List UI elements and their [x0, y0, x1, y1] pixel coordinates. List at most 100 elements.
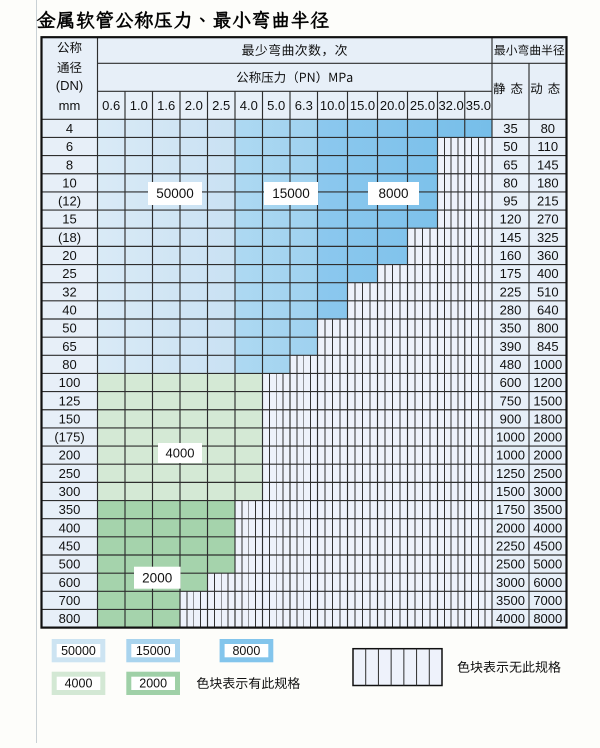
svg-text:175: 175	[500, 266, 522, 281]
svg-text:800: 800	[537, 321, 559, 336]
svg-text:2500: 2500	[496, 557, 525, 572]
svg-text:10.0: 10.0	[320, 98, 345, 113]
svg-text:6000: 6000	[533, 575, 562, 590]
svg-text:100: 100	[59, 375, 81, 390]
svg-text:8000: 8000	[232, 644, 260, 658]
svg-text:700: 700	[59, 593, 81, 608]
svg-text:845: 845	[537, 339, 559, 354]
svg-text:390: 390	[500, 339, 522, 354]
svg-text:145: 145	[500, 230, 522, 245]
svg-text:8000: 8000	[378, 186, 408, 201]
svg-text:510: 510	[537, 284, 559, 299]
svg-text:225: 225	[500, 284, 522, 299]
svg-text:270: 270	[537, 212, 559, 227]
svg-text:25: 25	[62, 266, 76, 281]
svg-text:600: 600	[59, 575, 81, 590]
svg-text:35: 35	[503, 121, 517, 136]
svg-text:15000: 15000	[136, 644, 171, 658]
svg-text:5.0: 5.0	[267, 98, 285, 113]
svg-text:500: 500	[59, 557, 81, 572]
svg-text:900: 900	[500, 411, 522, 426]
svg-text:20: 20	[62, 248, 76, 263]
svg-text:35.0: 35.0	[466, 98, 491, 113]
svg-text:15000: 15000	[272, 186, 310, 201]
svg-text:3000: 3000	[496, 575, 525, 590]
svg-text:3000: 3000	[533, 484, 562, 499]
svg-text:1.0: 1.0	[130, 98, 148, 113]
svg-text:50000: 50000	[156, 186, 194, 201]
svg-text:(DN): (DN)	[56, 78, 83, 93]
svg-text:80: 80	[503, 175, 517, 190]
svg-text:360: 360	[537, 248, 559, 263]
svg-text:2000: 2000	[496, 520, 525, 535]
svg-text:125: 125	[59, 393, 81, 408]
svg-text:80: 80	[541, 121, 555, 136]
svg-text:50: 50	[503, 139, 517, 154]
svg-text:6: 6	[66, 139, 73, 154]
svg-text:3500: 3500	[533, 502, 562, 517]
svg-text:2250: 2250	[496, 539, 525, 554]
svg-text:25.0: 25.0	[410, 98, 435, 113]
svg-text:15: 15	[62, 212, 76, 227]
svg-text:450: 450	[59, 539, 81, 554]
svg-text:1.6: 1.6	[157, 98, 175, 113]
svg-text:8: 8	[66, 157, 73, 172]
svg-text:120: 120	[500, 212, 522, 227]
svg-text:4000: 4000	[533, 520, 562, 535]
svg-text:6.3: 6.3	[295, 98, 313, 113]
svg-text:300: 300	[59, 484, 81, 499]
svg-text:8000: 8000	[533, 611, 562, 626]
svg-text:20.0: 20.0	[380, 98, 405, 113]
svg-text:400: 400	[537, 266, 559, 281]
svg-text:65: 65	[503, 157, 517, 172]
svg-text:4500: 4500	[533, 539, 562, 554]
svg-text:4: 4	[66, 121, 73, 136]
svg-text:280: 280	[500, 303, 522, 318]
svg-text:4000: 4000	[496, 611, 525, 626]
svg-text:215: 215	[537, 194, 559, 209]
svg-text:3500: 3500	[496, 593, 525, 608]
svg-text:1000: 1000	[496, 430, 525, 445]
svg-text:110: 110	[537, 139, 558, 154]
svg-text:2000: 2000	[142, 570, 172, 585]
svg-text:2000: 2000	[533, 430, 562, 445]
svg-text:640: 640	[537, 303, 559, 318]
svg-text:2000: 2000	[533, 448, 562, 463]
svg-text:40: 40	[62, 303, 76, 318]
svg-text:150: 150	[59, 411, 81, 426]
svg-text:65: 65	[62, 339, 76, 354]
svg-text:80: 80	[62, 357, 76, 372]
svg-text:400: 400	[59, 520, 81, 535]
svg-text:200: 200	[59, 448, 81, 463]
svg-text:32: 32	[62, 284, 76, 299]
svg-text:mm: mm	[59, 98, 81, 113]
svg-text:1500: 1500	[533, 393, 562, 408]
svg-text:50: 50	[62, 321, 76, 336]
svg-text:10: 10	[62, 175, 76, 190]
svg-text:2.0: 2.0	[185, 98, 203, 113]
svg-text:2500: 2500	[533, 466, 562, 481]
svg-text:1750: 1750	[496, 502, 525, 517]
svg-text:480: 480	[500, 357, 522, 372]
svg-text:1250: 1250	[496, 466, 525, 481]
svg-text:50000: 50000	[61, 644, 96, 658]
svg-text:32.0: 32.0	[438, 98, 463, 113]
svg-text:4000: 4000	[65, 677, 93, 691]
svg-text:145: 145	[537, 157, 559, 172]
svg-text:4000: 4000	[166, 446, 195, 461]
svg-text:(175): (175)	[54, 430, 84, 445]
svg-text:325: 325	[537, 230, 559, 245]
svg-text:(18): (18)	[58, 230, 81, 245]
svg-text:7000: 7000	[533, 593, 562, 608]
svg-text:800: 800	[59, 611, 81, 626]
svg-text:15.0: 15.0	[350, 98, 375, 113]
svg-text:350: 350	[500, 321, 522, 336]
svg-text:1500: 1500	[496, 484, 525, 499]
svg-text:0.6: 0.6	[102, 98, 120, 113]
svg-text:250: 250	[59, 466, 81, 481]
svg-text:2.5: 2.5	[212, 98, 230, 113]
svg-text:600: 600	[500, 375, 522, 390]
svg-text:750: 750	[500, 393, 522, 408]
svg-text:1800: 1800	[533, 411, 562, 426]
svg-text:160: 160	[500, 248, 522, 263]
